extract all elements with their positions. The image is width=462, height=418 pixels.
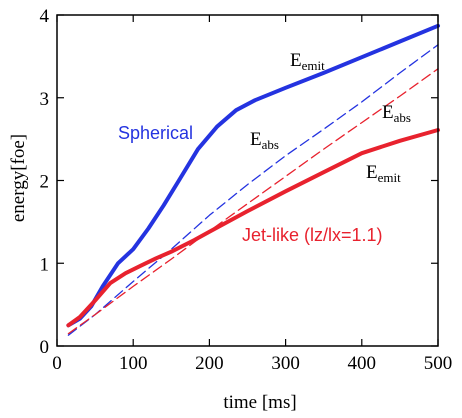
annotation-abs-red-main: E [382, 102, 394, 123]
y-axis-title: energy[foe] [8, 134, 29, 222]
annotation-jetlike: Jet-like (lz/lx=1.1) [242, 225, 383, 245]
x-axis-title: time [ms] [223, 392, 296, 413]
x-tick-label: 300 [271, 353, 300, 374]
annotation-emit-red-sub: emit [378, 170, 401, 185]
annotation-abs-red: Eabs [382, 102, 411, 125]
annotation-emit-red-main: E [366, 162, 378, 183]
ticks: 0 100 200 300 400 500 0 1 2 3 4 [40, 6, 453, 374]
annotation-abs-blue-sub: abs [262, 137, 279, 152]
annotation-abs-red-sub: abs [394, 110, 411, 125]
series-line-2 [66, 128, 440, 328]
y-tick-label: 3 [40, 89, 50, 110]
y-tick-label: 2 [40, 172, 50, 193]
annotation-emit-blue-main: E [290, 50, 302, 71]
series-line-3 [67, 68, 439, 335]
annotation-abs-blue: Eabs [250, 129, 279, 152]
series-line-1 [67, 44, 439, 336]
annotations: Spherical Jet-like (lz/lx=1.1) Eemit Eab… [118, 50, 411, 245]
x-tick-label: 200 [195, 353, 224, 374]
y-tick-label: 0 [40, 337, 50, 358]
series-layer [66, 23, 440, 336]
y-tick-label: 4 [40, 6, 50, 27]
x-tick-label: 500 [424, 353, 453, 374]
series-line-0 [66, 23, 440, 328]
x-tick-label: 100 [119, 353, 148, 374]
annotation-spherical: Spherical [118, 123, 193, 143]
annotation-emit-red: Eemit [366, 162, 401, 185]
annotation-abs-blue-main: E [250, 129, 262, 150]
x-tick-label: 400 [348, 353, 377, 374]
annotation-emit-blue: Eemit [290, 50, 325, 73]
annotation-emit-blue-sub: emit [302, 58, 325, 73]
y-tick-label: 1 [40, 254, 50, 275]
x-tick-label: 0 [52, 353, 62, 374]
